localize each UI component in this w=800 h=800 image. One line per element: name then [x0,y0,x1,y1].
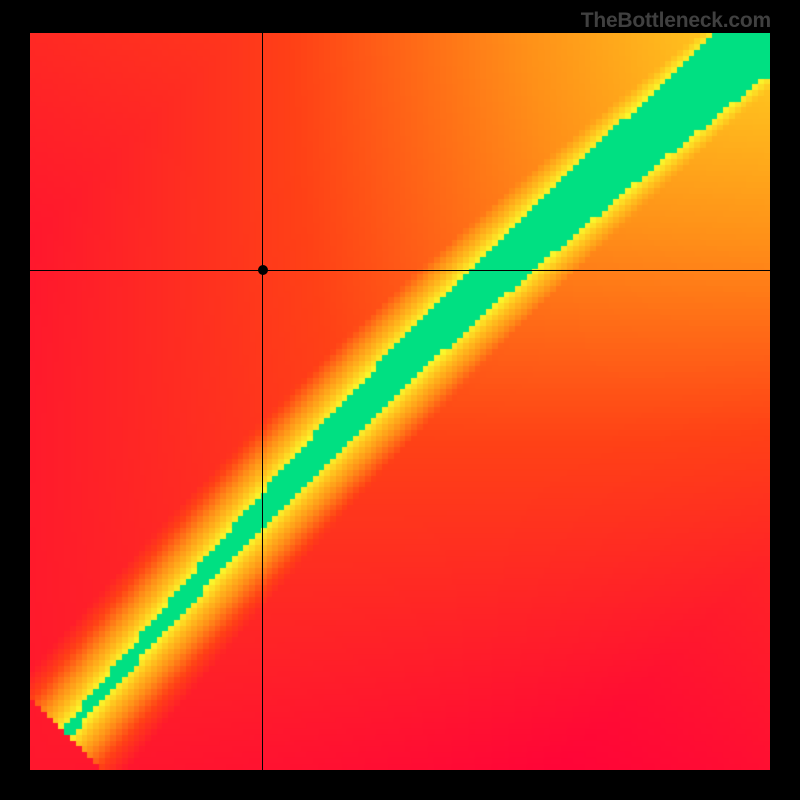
crosshair-vertical-line [262,33,263,770]
watermark-text: TheBottleneck.com [581,9,771,33]
heatmap-canvas [30,33,770,770]
crosshair-marker-dot [258,265,268,275]
outer-frame: TheBottleneck.com [0,0,800,800]
heatmap-plot [30,33,770,770]
crosshair-horizontal-line [30,270,770,271]
